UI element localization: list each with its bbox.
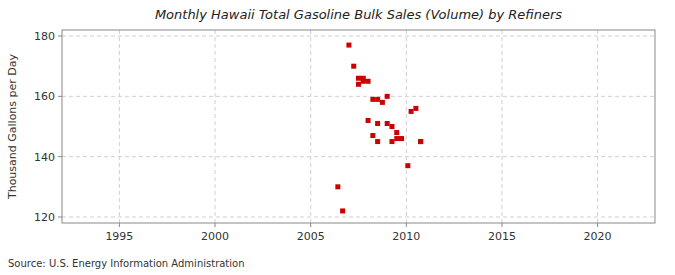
- scatter-point: [413, 106, 418, 111]
- scatter-point: [370, 97, 375, 102]
- x-tick: [215, 223, 216, 227]
- source-note: Source: U.S. Energy Information Administ…: [8, 258, 245, 269]
- x-tick: [119, 223, 120, 227]
- scatter-point: [375, 121, 380, 126]
- scatter-point: [385, 94, 390, 99]
- scatter-point: [366, 118, 371, 123]
- y-tick: [58, 96, 62, 97]
- grid: [62, 30, 655, 223]
- x-tick-label: 2005: [297, 230, 325, 243]
- x-grid-line: [501, 30, 502, 223]
- y-grid-line: [62, 216, 655, 217]
- y-tick-label: 180: [34, 30, 55, 43]
- scatter-point: [335, 184, 340, 189]
- y-tick-label: 160: [34, 90, 55, 103]
- points: [335, 43, 423, 214]
- y-axis-label: Thousand Gallons per Day: [6, 53, 19, 200]
- scatter-point: [399, 136, 404, 141]
- y-tick-label: 120: [34, 211, 55, 224]
- scatter-point: [351, 64, 356, 69]
- y-tick: [58, 216, 62, 217]
- x-tick-label: 2015: [488, 230, 516, 243]
- scatter-point: [361, 76, 366, 81]
- x-grid-line: [119, 30, 120, 223]
- scatter-point: [409, 109, 414, 114]
- scatter-point: [370, 133, 375, 138]
- scatter-point: [380, 100, 385, 105]
- x-grid-line: [406, 30, 407, 223]
- y-grid-line: [62, 96, 655, 97]
- x-tick: [597, 223, 598, 227]
- scatter-point: [375, 97, 380, 102]
- x-tick-label: 2020: [584, 230, 612, 243]
- scatter-point: [394, 130, 399, 135]
- scatter-point: [375, 139, 380, 144]
- x-tick: [406, 223, 407, 227]
- y-grid-line: [62, 36, 655, 37]
- plot-frame: [62, 30, 655, 223]
- x-tick-label: 2000: [201, 230, 229, 243]
- scatter-point: [389, 139, 394, 144]
- scatter-point: [356, 76, 361, 81]
- chart-title: Monthly Hawaii Total Gasoline Bulk Sales…: [155, 7, 562, 22]
- y-tick-label: 140: [34, 151, 55, 164]
- scatter-point: [346, 43, 351, 48]
- scatter-point: [394, 136, 399, 141]
- scatter-point: [385, 121, 390, 126]
- chart-svg: 1995 2000 2005 2010 2015 2020 120 140 160 180 Thou…: [0, 0, 675, 275]
- scatter-point: [418, 139, 423, 144]
- x-grid-line: [215, 30, 216, 223]
- x-grid-line: [597, 30, 598, 223]
- axes: 1995 2000 2005 2010 2015 2020 120 140 160 180: [34, 30, 612, 243]
- chart-container: 1995 2000 2005 2010 2015 2020 120 140 160 180 Thou…: [0, 0, 675, 275]
- scatter-point: [389, 124, 394, 129]
- x-grid-line: [310, 30, 311, 223]
- x-tick: [501, 223, 502, 227]
- y-tick: [58, 36, 62, 37]
- x-tick-label: 1995: [105, 230, 133, 243]
- scatter-point: [366, 79, 371, 84]
- x-tick-label: 2010: [392, 230, 420, 243]
- scatter-point: [418, 139, 423, 144]
- y-grid-line: [62, 156, 655, 157]
- scatter-point: [356, 82, 361, 87]
- x-tick: [310, 223, 311, 227]
- y-tick: [58, 156, 62, 157]
- scatter-point: [405, 163, 410, 168]
- scatter-point: [340, 208, 345, 213]
